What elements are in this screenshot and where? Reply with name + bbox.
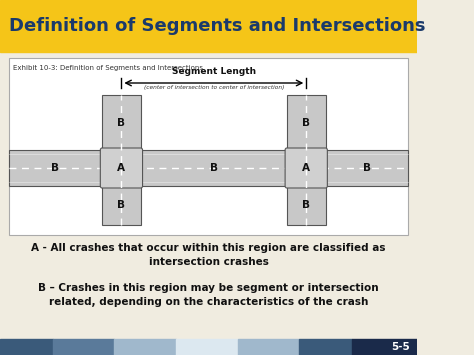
Text: Definition of Segments and Intersections: Definition of Segments and Intersections bbox=[9, 17, 425, 35]
Text: B – Crashes in this region may be segment or intersection
related, depending on : B – Crashes in this region may be segmen… bbox=[38, 283, 379, 307]
Text: B: B bbox=[118, 118, 126, 127]
Text: Segment Length: Segment Length bbox=[172, 67, 256, 76]
Bar bbox=[237, 339, 299, 355]
Text: B: B bbox=[52, 163, 59, 173]
Text: Exhibit 10-3: Definition of Segments and Intersections: Exhibit 10-3: Definition of Segments and… bbox=[13, 65, 203, 71]
Text: 5-5: 5-5 bbox=[392, 342, 410, 352]
FancyBboxPatch shape bbox=[285, 148, 328, 188]
Bar bbox=[53, 339, 114, 355]
Text: A - All crashes that occur within this region are classified as
intersection cra: A - All crashes that occur within this r… bbox=[31, 243, 386, 267]
Bar bbox=[9, 150, 408, 186]
Text: B: B bbox=[302, 201, 310, 211]
Text: A: A bbox=[302, 163, 310, 173]
Text: A: A bbox=[118, 163, 126, 173]
Text: B: B bbox=[363, 163, 371, 173]
FancyBboxPatch shape bbox=[100, 148, 143, 188]
Text: B: B bbox=[302, 118, 310, 127]
Bar bbox=[0, 0, 417, 52]
Bar bbox=[0, 339, 53, 355]
Bar bbox=[299, 339, 352, 355]
Text: (center of intersection to center of intersection): (center of intersection to center of int… bbox=[144, 85, 284, 90]
Bar bbox=[102, 95, 141, 225]
Text: B: B bbox=[210, 163, 218, 173]
Bar bbox=[287, 95, 326, 225]
Bar bbox=[352, 339, 417, 355]
Bar bbox=[176, 339, 237, 355]
Bar bbox=[114, 339, 176, 355]
Text: B: B bbox=[118, 201, 126, 211]
Bar bbox=[9, 58, 408, 235]
